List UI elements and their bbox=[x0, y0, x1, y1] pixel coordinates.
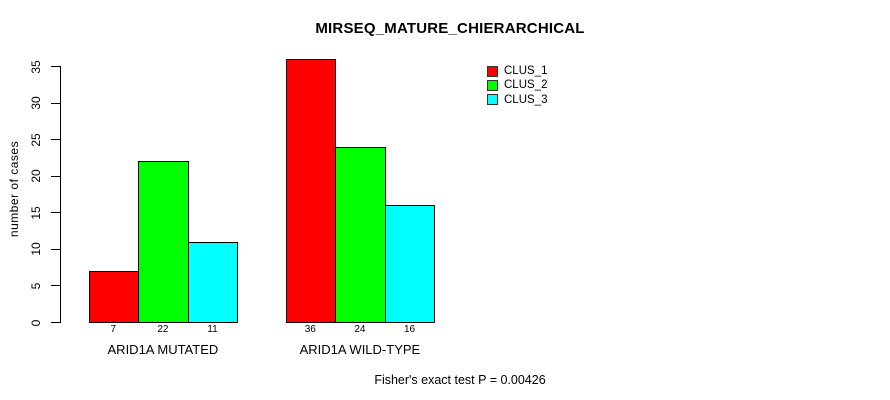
bar-value-label: 24 bbox=[354, 324, 366, 335]
legend-color-swatch-clus_2 bbox=[487, 79, 498, 91]
legend-item-label: CLUS_1 bbox=[504, 65, 548, 78]
y-axis-tick bbox=[51, 285, 60, 287]
bar-CLUS_1-arid1a-mutated bbox=[88, 270, 140, 323]
category-label: ARID1A WILD-TYPE bbox=[299, 342, 421, 357]
y-axis-tick bbox=[51, 175, 60, 177]
legend-color-swatch-clus_1 bbox=[487, 65, 498, 77]
bar-value-label: 7 bbox=[110, 324, 117, 335]
y-axis-tick bbox=[51, 248, 60, 250]
legend-item-label: CLUS_2 bbox=[504, 79, 548, 92]
legend-item: CLUS_3 bbox=[487, 93, 547, 107]
bar-value-label: 22 bbox=[157, 324, 169, 335]
y-axis-tick-label: 25 bbox=[29, 133, 43, 147]
y-axis-tick-label: 10 bbox=[29, 242, 43, 257]
bar-CLUS_1-arid1a-wild-type bbox=[285, 58, 337, 323]
y-axis-tick-label: 0 bbox=[29, 319, 43, 326]
bar-value-label: 11 bbox=[207, 324, 218, 335]
y-axis-tick-label: 30 bbox=[29, 96, 43, 110]
bar-CLUS_3-arid1a-wild-type bbox=[384, 205, 436, 323]
y-axis-tick-label: 35 bbox=[29, 60, 43, 74]
legend-item: CLUS_1 bbox=[487, 64, 547, 78]
stat-annotation: Fisher's exact test P = 0.00426 bbox=[374, 373, 546, 387]
legend-color-swatch-clus_3 bbox=[487, 94, 498, 106]
y-axis-tick-label: 5 bbox=[29, 282, 43, 290]
bar-value-label: 16 bbox=[403, 324, 416, 335]
legend-item-label: CLUS_3 bbox=[504, 93, 548, 106]
bar-CLUS_3-arid1a-mutated bbox=[187, 241, 239, 323]
y-axis-line bbox=[60, 66, 61, 323]
chart-title: MIRSEQ_MATURE_CHIERARCHICAL bbox=[315, 20, 585, 37]
y-axis-tick-label: 20 bbox=[29, 169, 43, 184]
bar-value-label: 36 bbox=[304, 324, 316, 335]
y-axis-tick bbox=[51, 102, 60, 104]
y-axis-tick bbox=[51, 212, 60, 214]
y-axis-tick bbox=[51, 322, 60, 323]
legend-item: CLUS_2 bbox=[487, 78, 547, 92]
bar-CLUS_2-arid1a-mutated bbox=[138, 161, 189, 323]
y-axis-tick bbox=[51, 139, 60, 141]
y-axis-tick bbox=[51, 66, 60, 68]
bar-CLUS_2-arid1a-wild-type bbox=[335, 146, 386, 323]
legend: CLUS_1 CLUS_2 CLUS_3 bbox=[487, 64, 547, 107]
y-axis-tick-label: 15 bbox=[29, 206, 43, 220]
category-label: ARID1A MUTATED bbox=[107, 342, 219, 357]
